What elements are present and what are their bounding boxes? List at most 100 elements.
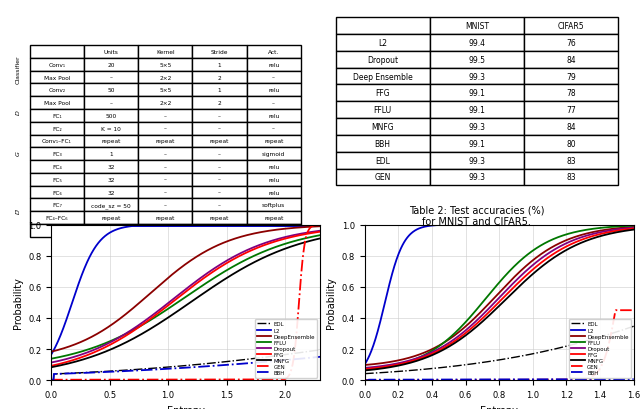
Dropout	[316, 229, 324, 234]
EDL	[169, 364, 177, 369]
DeepEnsemble	[169, 272, 177, 277]
EDL	[95, 369, 102, 374]
FFG	[169, 299, 177, 304]
Line: FFG: FFG	[51, 232, 320, 366]
MNFG	[630, 227, 637, 232]
Line: BBH: BBH	[365, 379, 634, 380]
EDL	[490, 358, 498, 363]
Line: MNFG: MNFG	[365, 230, 634, 371]
BBH	[116, 369, 124, 374]
FFLU	[623, 224, 631, 229]
GEN	[581, 377, 589, 382]
Legend: EDL, L2, DeepEnsemble, FFLU, Dropout, FFG, MNFG, GEN, BBH: EDL, L2, DeepEnsemble, FFLU, Dropout, FF…	[569, 319, 631, 378]
Dropout	[206, 270, 214, 274]
L2	[581, 222, 589, 227]
EDL	[116, 368, 124, 373]
BBH	[521, 377, 529, 382]
FFLU	[169, 303, 177, 308]
FFLU	[95, 344, 102, 348]
FFLU	[581, 228, 589, 233]
EDL	[488, 359, 496, 364]
Legend: EDL, L2, DeepEnsemble, FFLU, Dropout, FFG, MNFG, GEN, BBH: EDL, L2, DeepEnsemble, FFLU, Dropout, FF…	[255, 319, 317, 378]
EDL	[581, 339, 589, 344]
DeepEnsemble	[227, 238, 234, 243]
DeepEnsemble	[506, 279, 514, 284]
MNFG	[227, 273, 234, 278]
DeepEnsemble	[206, 247, 214, 252]
L2	[227, 224, 235, 229]
MNFG	[488, 310, 496, 315]
BBH	[227, 362, 234, 367]
L2	[623, 222, 631, 227]
Dropout	[169, 297, 177, 302]
FFLU	[206, 279, 214, 283]
Line: DeepEnsemble: DeepEnsemble	[365, 227, 634, 365]
L2	[361, 362, 369, 367]
GEN	[490, 378, 498, 382]
BBH	[206, 364, 214, 369]
FFLU	[521, 255, 529, 260]
Line: BBH: BBH	[51, 357, 320, 380]
GEN	[506, 378, 514, 382]
DeepEnsemble	[95, 330, 102, 335]
L2	[206, 224, 214, 229]
Dropout	[521, 270, 529, 275]
FFG	[361, 367, 369, 372]
FFLU	[227, 266, 234, 271]
MNFG	[581, 239, 589, 244]
Dropout	[95, 346, 102, 351]
DeepEnsemble	[116, 316, 124, 321]
L2	[116, 226, 124, 231]
Line: Dropout: Dropout	[365, 228, 634, 368]
MNFG	[490, 308, 498, 313]
BBH	[623, 377, 631, 382]
Line: FFLU: FFLU	[365, 226, 634, 370]
MNFG	[206, 287, 214, 292]
GEN	[630, 308, 637, 313]
EDL	[521, 353, 529, 358]
Line: EDL: EDL	[365, 326, 634, 374]
Y-axis label: Probability: Probability	[13, 277, 22, 328]
Dropout	[630, 226, 637, 231]
DeepEnsemble	[316, 224, 324, 229]
MNFG	[361, 368, 369, 373]
BBH	[506, 377, 514, 382]
Dropout	[581, 234, 589, 239]
Line: GEN: GEN	[365, 310, 634, 380]
Line: MNFG: MNFG	[51, 239, 320, 367]
Line: L2: L2	[51, 227, 320, 355]
FFG	[506, 289, 514, 294]
Line: GEN: GEN	[51, 225, 320, 380]
Line: FFG: FFG	[365, 229, 634, 369]
L2	[630, 222, 637, 227]
BBH	[490, 377, 498, 382]
Dropout	[116, 335, 124, 339]
Text: D: D	[15, 110, 20, 115]
EDL	[361, 371, 369, 376]
MNFG	[95, 352, 102, 357]
DeepEnsemble	[361, 363, 369, 368]
FFG	[581, 236, 589, 241]
FFG	[206, 272, 214, 277]
FFG	[630, 227, 637, 231]
DeepEnsemble	[581, 232, 589, 237]
FFLU	[490, 286, 498, 291]
GEN	[488, 378, 496, 382]
FFG	[316, 230, 324, 235]
GEN	[116, 377, 124, 382]
FFG	[47, 364, 55, 369]
L2	[521, 222, 529, 227]
Text: Table 2: Test accuracies (%)
for MNIST and CIFAR5.: Table 2: Test accuracies (%) for MNIST a…	[409, 204, 545, 226]
GEN	[521, 378, 529, 382]
BBH	[47, 378, 55, 383]
Line: L2: L2	[365, 225, 634, 364]
GEN	[227, 377, 234, 382]
L2	[128, 224, 136, 229]
L2	[506, 222, 514, 227]
DeepEnsemble	[630, 225, 637, 230]
FFG	[250, 247, 257, 252]
FFLU	[116, 334, 124, 339]
FFG	[227, 258, 234, 263]
GEN	[206, 377, 214, 382]
EDL	[47, 378, 55, 383]
